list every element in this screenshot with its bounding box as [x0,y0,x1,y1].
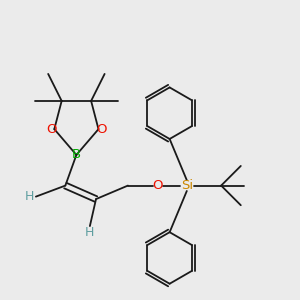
Text: B: B [72,148,81,161]
Text: O: O [46,123,57,136]
Text: Si: Si [181,179,193,192]
Text: H: H [85,226,94,239]
Text: O: O [152,179,163,192]
Text: O: O [96,123,107,136]
Text: H: H [24,190,34,203]
